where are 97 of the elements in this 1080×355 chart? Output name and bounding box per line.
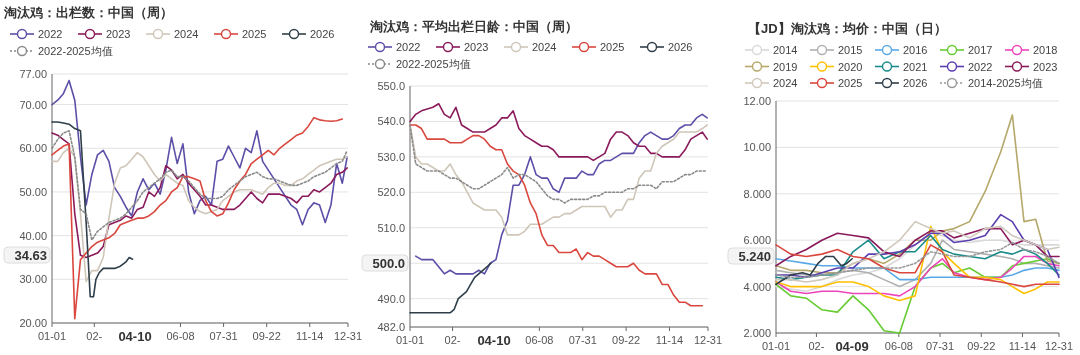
x-tick-label: 01-01 bbox=[395, 334, 425, 346]
x-tick-label: 02- bbox=[444, 334, 461, 346]
legend-label: 2016 bbox=[903, 44, 928, 56]
text: 500.0 bbox=[372, 256, 405, 271]
legend-label: 2024 bbox=[773, 77, 798, 89]
legend-label: 2026 bbox=[903, 77, 928, 89]
legend-label: 2014 bbox=[773, 44, 798, 56]
y-tick-label: 70.00 bbox=[19, 98, 47, 111]
y-tick-label: 30.00 bbox=[19, 273, 47, 286]
line-series bbox=[775, 225, 1060, 302]
line-series bbox=[51, 116, 344, 320]
y-tick-label: 2.000 bbox=[743, 327, 771, 339]
line-series bbox=[51, 129, 348, 241]
y-tick-label: 550.0 bbox=[377, 80, 405, 92]
line-series bbox=[409, 102, 708, 162]
x-tick-label: 01-01 bbox=[37, 330, 67, 342]
text: 04-10 bbox=[118, 329, 152, 344]
x-tick-label: 06-08 bbox=[884, 340, 913, 352]
x-tick-label: 12-31 bbox=[333, 330, 363, 342]
legend-label: 2023 bbox=[106, 28, 131, 40]
line-series bbox=[51, 132, 348, 259]
x-tick-label: 09-22 bbox=[612, 334, 641, 346]
legend-label: 2020 bbox=[838, 60, 863, 73]
text: 34.63 bbox=[14, 248, 47, 263]
x-tick-label: 11-14 bbox=[655, 334, 684, 346]
line-series bbox=[414, 113, 708, 275]
y-tick-label: 77.00 bbox=[19, 68, 47, 80]
line-series bbox=[51, 79, 348, 226]
line-series bbox=[775, 234, 1060, 281]
x-tick-label: 09-22 bbox=[252, 330, 281, 342]
line-series bbox=[775, 232, 1060, 293]
line-series bbox=[409, 124, 704, 307]
y-tick-label: 540.0 bbox=[377, 115, 405, 128]
legend-label: 2021 bbox=[903, 60, 928, 73]
legend-label: 2014-2025均值 bbox=[968, 77, 1043, 89]
x-tick-label: 12-31 bbox=[1044, 340, 1074, 352]
legend-label: 2026 bbox=[310, 28, 335, 40]
x-tick-label: 07-31 bbox=[209, 330, 238, 342]
x-tick-label: 01-01 bbox=[761, 340, 791, 352]
chart-title: 淘汰鸡：出栏数：中国（周） bbox=[3, 5, 173, 20]
y-tick-label: 8.000 bbox=[743, 187, 771, 200]
y-tick-label: 482.0 bbox=[377, 321, 405, 333]
y-tick-label: 520.0 bbox=[377, 186, 405, 199]
line-series bbox=[51, 121, 134, 298]
legend-label: 2024 bbox=[532, 41, 557, 53]
legend-label: 2022 bbox=[396, 41, 421, 53]
legend-label: 2023 bbox=[1033, 60, 1058, 73]
x-tick-label: 02- bbox=[86, 330, 103, 342]
line-series bbox=[409, 124, 708, 236]
y-tick-label: 510.0 bbox=[377, 221, 405, 234]
line-series bbox=[409, 124, 708, 204]
legend-label: 2025 bbox=[242, 28, 267, 40]
y-tick-label: 40.00 bbox=[19, 229, 47, 242]
text: 5.240 bbox=[738, 249, 771, 264]
x-tick-label: 12-31 bbox=[693, 334, 723, 346]
legend-label: 2024 bbox=[174, 28, 199, 40]
y-tick-label: 60.00 bbox=[19, 142, 47, 155]
y-tick-label: 530.0 bbox=[377, 150, 405, 163]
legend-label: 2025 bbox=[838, 77, 863, 89]
legend-label: 2022-2025均值 bbox=[396, 58, 471, 70]
x-tick-label: 06-08 bbox=[166, 330, 195, 342]
text: 04-10 bbox=[477, 333, 511, 348]
line-series bbox=[409, 262, 492, 314]
y-tick-label: 4.000 bbox=[743, 280, 771, 293]
y-tick-label: 490.0 bbox=[377, 292, 405, 305]
text: 04-09 bbox=[835, 339, 869, 354]
legend-label: 2022-2025均值 bbox=[38, 45, 113, 57]
x-tick-label: 07-31 bbox=[925, 340, 955, 352]
line-series bbox=[775, 227, 1060, 267]
x-tick-label: 11-14 bbox=[296, 330, 324, 342]
legend-label: 2017 bbox=[968, 44, 993, 56]
x-tick-label: 06-08 bbox=[525, 334, 554, 346]
x-tick-label: 09-22 bbox=[967, 340, 996, 352]
chart-title: 淘汰鸡：平均出栏日龄：中国（周） bbox=[369, 19, 578, 34]
line-series bbox=[775, 114, 1060, 274]
legend-label: 2023 bbox=[464, 41, 489, 53]
x-tick-label: 02- bbox=[808, 340, 825, 352]
legend-label: 2026 bbox=[668, 41, 693, 53]
y-tick-label: 10.00 bbox=[743, 141, 771, 154]
legend-label: 2015 bbox=[838, 44, 863, 56]
y-tick-label: 12.00 bbox=[743, 95, 771, 107]
line-series bbox=[51, 147, 348, 283]
legend-label: 2022 bbox=[38, 28, 63, 40]
y-tick-label: 20.00 bbox=[19, 317, 47, 329]
line-series bbox=[775, 241, 1060, 279]
legend-label: 2022 bbox=[968, 60, 993, 73]
legend-label: 2025 bbox=[600, 41, 625, 53]
x-tick-label: 07-31 bbox=[568, 334, 597, 346]
chart-title: 【JD】淘汰鸡：均价：中国（日） bbox=[748, 21, 947, 36]
line-series bbox=[775, 220, 1060, 283]
line-series bbox=[775, 213, 1060, 279]
line-series bbox=[775, 255, 853, 286]
legend-label: 2018 bbox=[1033, 44, 1058, 56]
y-tick-label: 6.000 bbox=[743, 234, 771, 247]
legend-label: 2019 bbox=[773, 60, 798, 73]
x-tick-label: 11-14 bbox=[1008, 340, 1037, 352]
y-tick-label: 50.00 bbox=[19, 185, 47, 198]
